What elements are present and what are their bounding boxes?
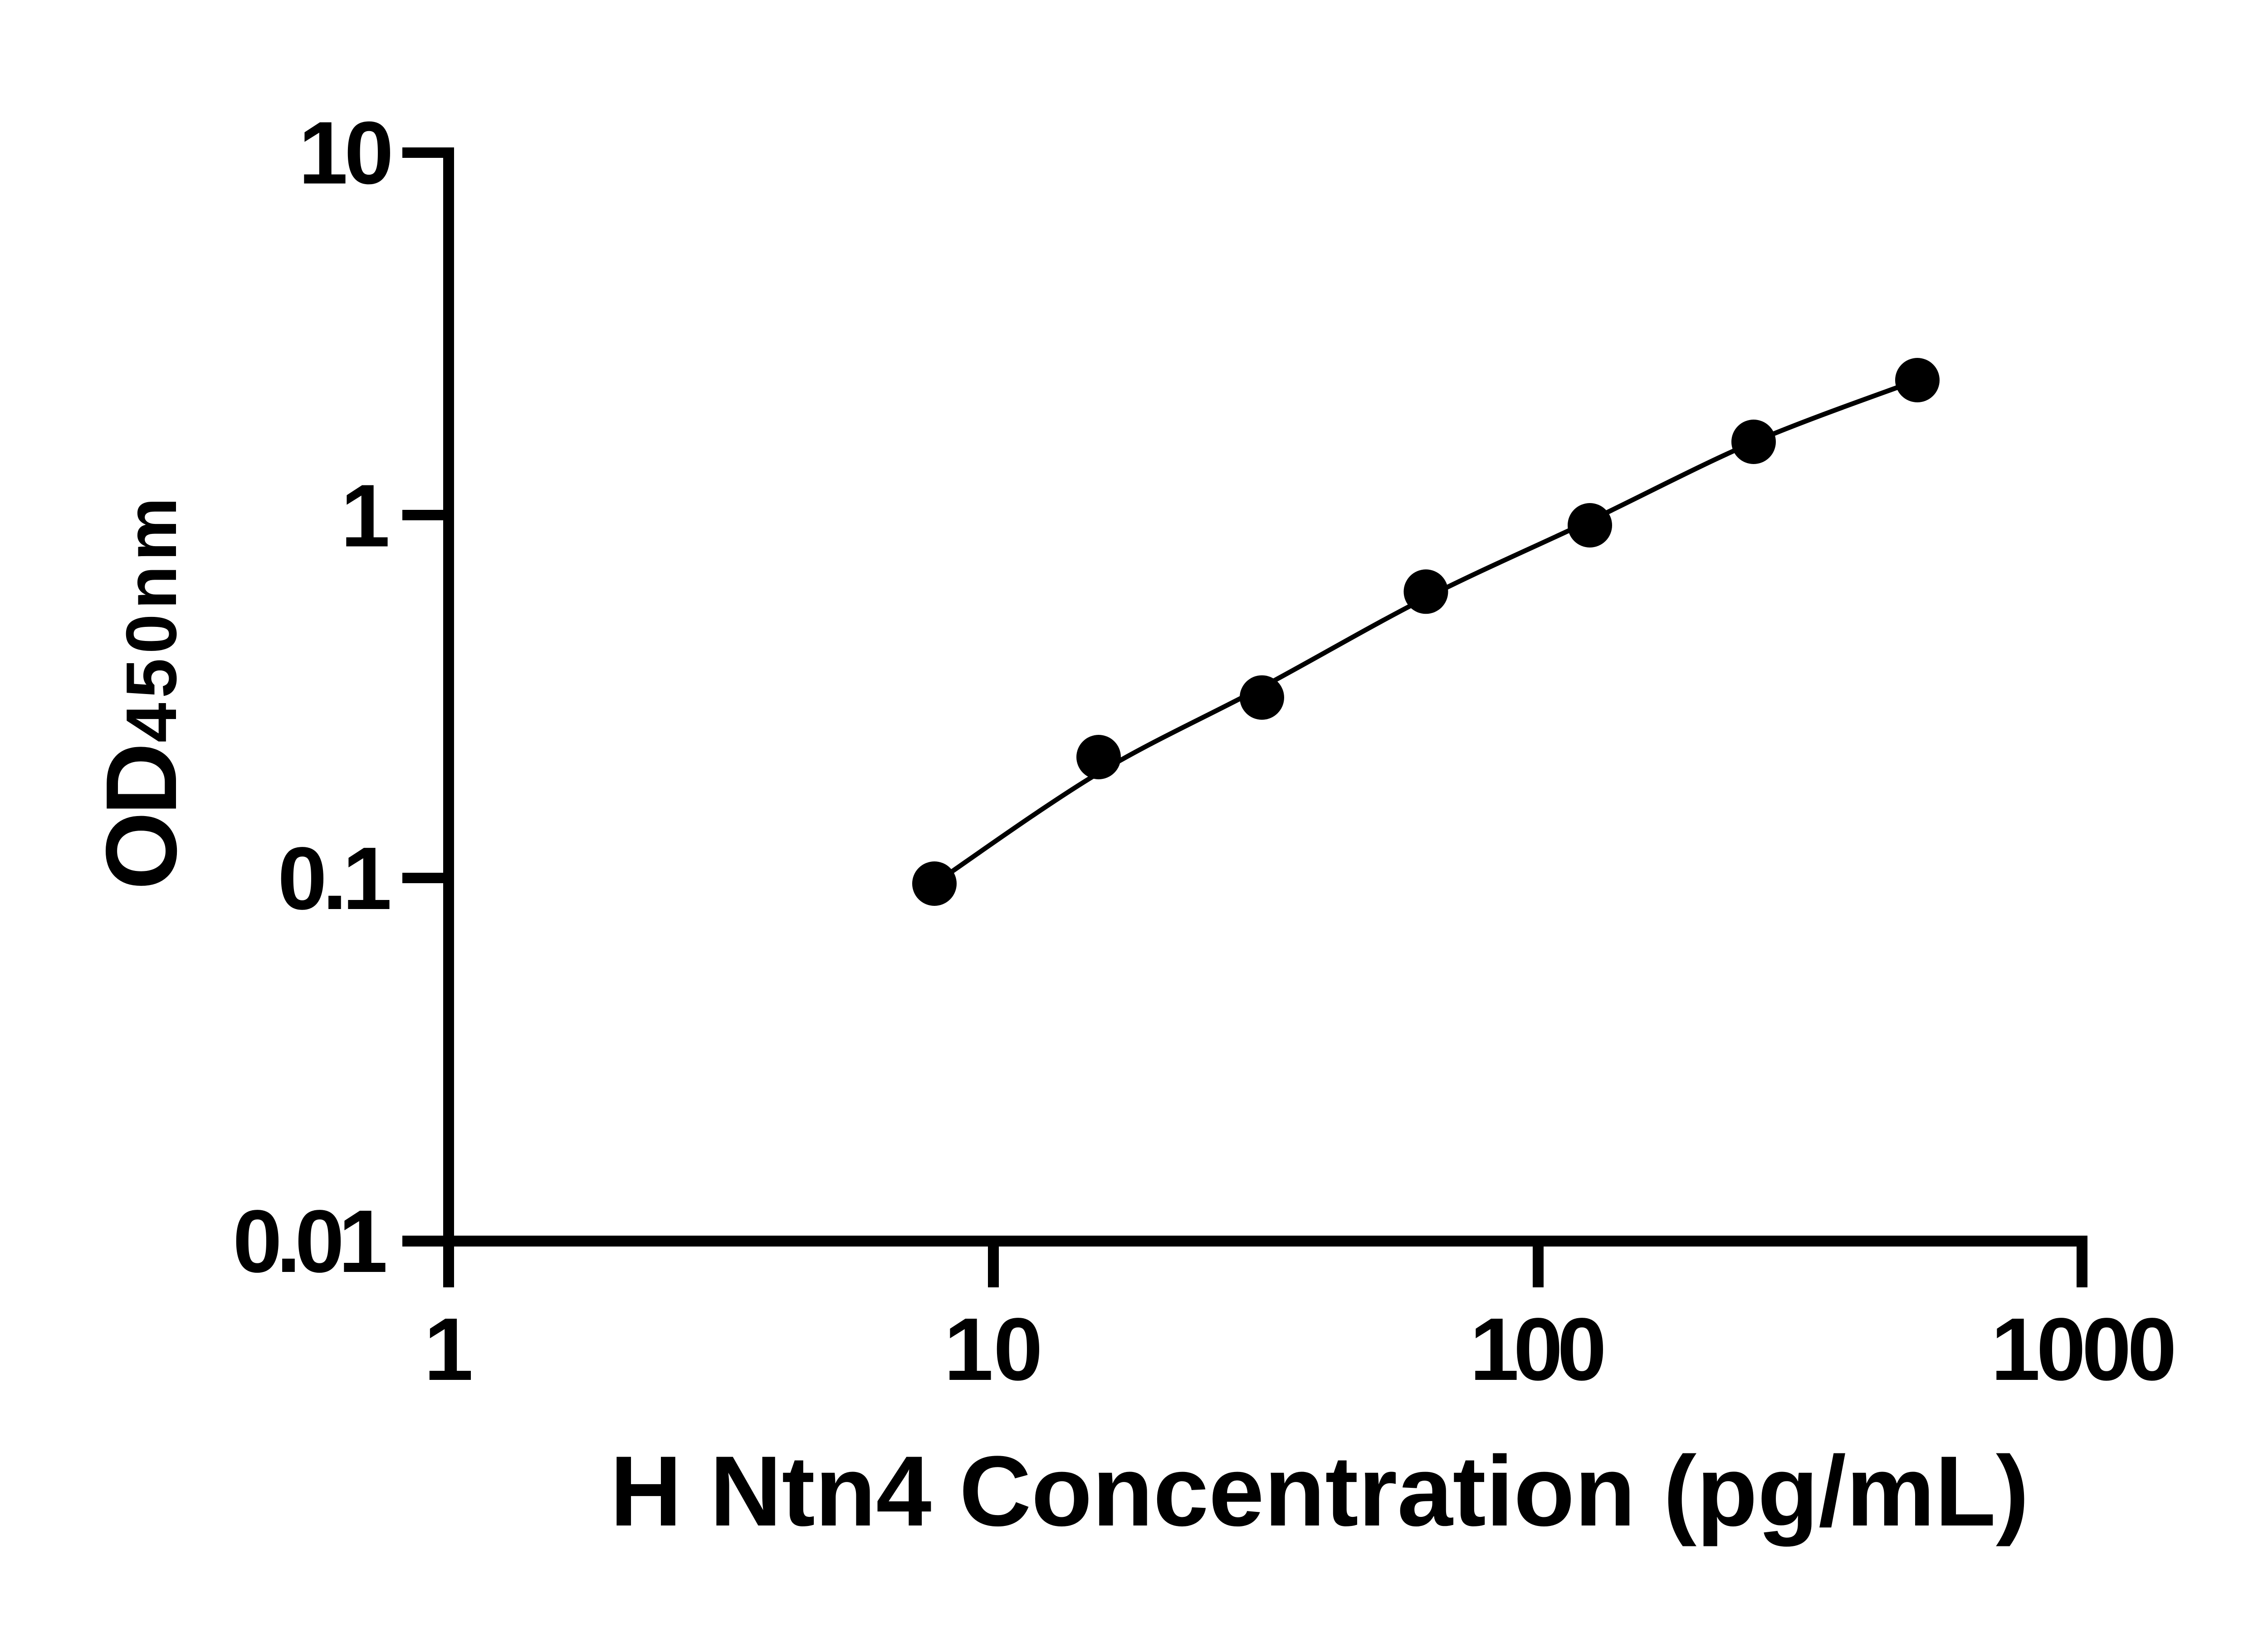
svg-text:1: 1 — [424, 1300, 473, 1399]
svg-text:10: 10 — [944, 1300, 1043, 1399]
svg-text:100: 100 — [1470, 1300, 1607, 1399]
svg-text:H Ntn4 Concentration (pg/mL): H Ntn4 Concentration (pg/mL) — [610, 1435, 2029, 1547]
svg-text:1: 1 — [341, 466, 390, 566]
svg-text:OD450nm: OD450nm — [85, 493, 198, 890]
svg-text:0.01: 0.01 — [233, 1192, 388, 1291]
svg-text:1000: 1000 — [1991, 1300, 2177, 1399]
svg-text:0.1: 0.1 — [278, 829, 392, 928]
svg-text:10: 10 — [298, 103, 394, 203]
